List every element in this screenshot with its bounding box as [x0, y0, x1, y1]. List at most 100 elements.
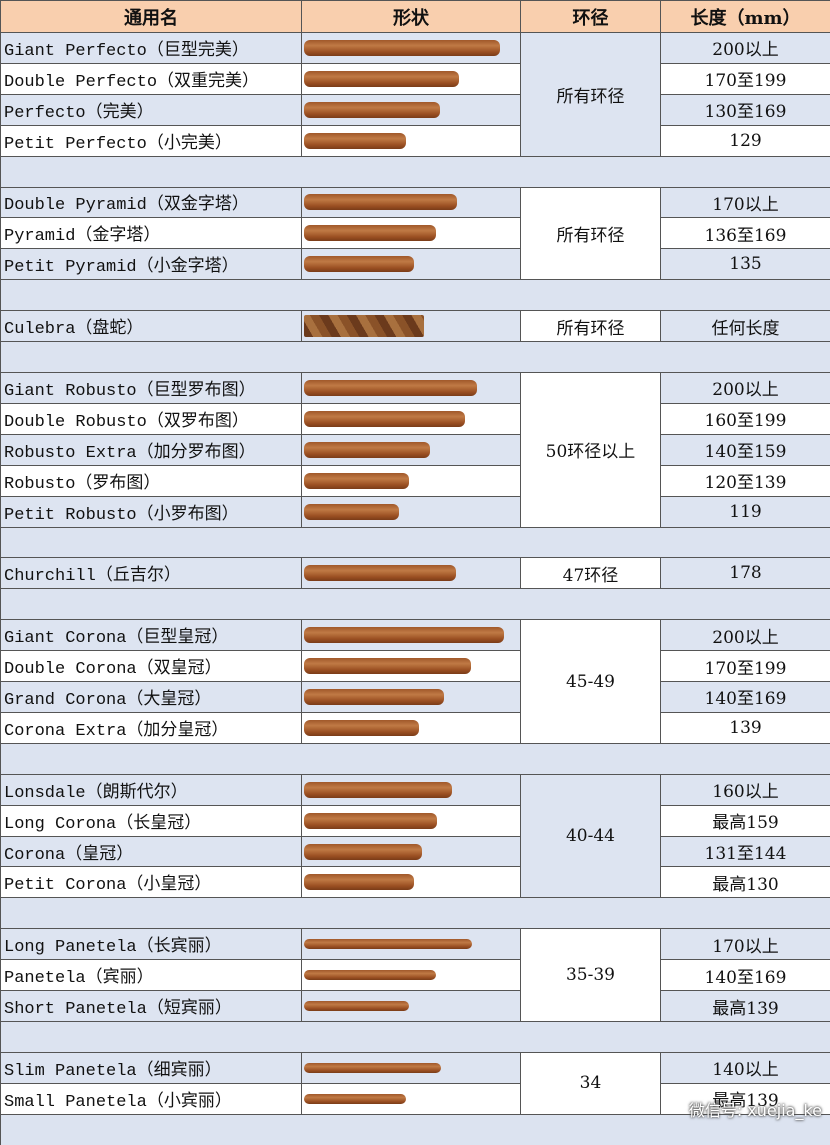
- length-cell: 任何长度: [660, 310, 830, 343]
- spacer-cell: [0, 742, 830, 775]
- ring-cell: 47环径: [520, 557, 661, 590]
- cigar-image: [304, 1093, 406, 1104]
- table-row: Robusto Extra（加分罗布图） 140至159: [0, 433, 830, 466]
- table-row: Robusto（罗布图） 120至139: [0, 464, 830, 497]
- length-cell: 136至169: [660, 217, 830, 250]
- table-row: Giant Corona（巨型皇冠） 45-49 200以上: [0, 619, 830, 744]
- length-cell: 130至169: [660, 93, 830, 126]
- ring-cell: 所有环径: [520, 310, 661, 343]
- shape-cell: [301, 464, 521, 497]
- spacer-cell: [0, 155, 830, 188]
- shape-cell: [301, 217, 521, 250]
- spacer-row: [0, 279, 830, 312]
- length-cell: 140至159: [660, 433, 830, 466]
- table-row: Corona（皇冠） 131至144: [0, 835, 830, 868]
- name-cell: Petit Robusto（小罗布图）: [0, 495, 302, 528]
- name-cell: Long Panetela（长宾丽）: [0, 928, 302, 961]
- spacer-row: [0, 742, 830, 775]
- length-cell: 119: [660, 495, 830, 528]
- shape-cell: [301, 835, 521, 868]
- name-cell: Long Corona（长皇冠）: [0, 804, 302, 837]
- cigar-image: [304, 1001, 409, 1012]
- name-cell: Petit Pyramid（小金字塔）: [0, 248, 302, 281]
- length-cell: 140至169: [660, 681, 830, 713]
- cigar-image: [304, 565, 456, 582]
- header-row: 通用名 形状 环径 长度（mm）: [0, 0, 830, 33]
- spacer-row: [0, 341, 830, 373]
- name-cell: Giant Corona（巨型皇冠）: [0, 619, 302, 652]
- name-cell: Grand Corona（大皇冠）: [0, 681, 302, 713]
- header-cell: 环径: [520, 0, 661, 33]
- name-cell: Double Corona（双皇冠）: [0, 650, 302, 683]
- name-cell: Panetela（宾丽）: [0, 959, 302, 992]
- shape-cell: [301, 804, 521, 837]
- name-cell: Petit Perfecto（小完美）: [0, 124, 302, 157]
- table-row: Panetela（宾丽） 140至169: [0, 959, 830, 992]
- length-cell: 170至199: [660, 650, 830, 683]
- spacer-row: [0, 1021, 830, 1053]
- length-cell: 129: [660, 124, 830, 157]
- shape-cell: [301, 557, 521, 590]
- shape-cell: [301, 681, 521, 713]
- length-cell: 170以上: [660, 928, 830, 961]
- shape-cell: [301, 619, 521, 652]
- shape-cell: [301, 1082, 521, 1115]
- table-row: Pyramid（金字塔） 136至169: [0, 217, 830, 250]
- table-row: Petit Pyramid（小金字塔） 135: [0, 248, 830, 281]
- spacer-row: [0, 588, 830, 621]
- name-cell: Small Panetela（小宾丽）: [0, 1082, 302, 1115]
- cigar-image: [304, 503, 399, 520]
- cigar-image: [304, 781, 452, 798]
- spacer-row: [0, 526, 830, 559]
- spacer-row: [0, 1113, 830, 1145]
- spacer-cell: [0, 588, 830, 621]
- ring-cell: 50环径以上: [520, 371, 661, 528]
- spacer-row: [0, 897, 830, 930]
- table-row: Corona Extra（加分皇冠） 139: [0, 711, 830, 744]
- table-row: Small Panetela（小宾丽） 最高139: [0, 1082, 830, 1115]
- shape-cell: [301, 959, 521, 992]
- cigar-image: [304, 70, 459, 87]
- name-cell: Petit Corona（小皇冠）: [0, 866, 302, 899]
- shape-cell: [301, 124, 521, 157]
- table-row: Double Robusto（双罗布图） 160至199: [0, 402, 830, 435]
- length-cell: 最高139: [660, 1082, 830, 1115]
- ring-cell: 35-39: [520, 928, 661, 1022]
- shape-cell: [301, 773, 521, 806]
- shape-cell: [301, 866, 521, 899]
- name-cell: Giant Perfecto（巨型完美）: [0, 32, 302, 64]
- cigar-image: [304, 472, 409, 489]
- shape-cell: [301, 93, 521, 126]
- length-cell: 最高139: [660, 990, 830, 1022]
- cigar-image: [304, 939, 472, 950]
- table-row: Lonsdale（朗斯代尔） 40-44 160以上: [0, 773, 830, 899]
- cigar-image: [304, 256, 414, 273]
- name-cell: Double Robusto（双罗布图）: [0, 402, 302, 435]
- header-cell: 通用名: [0, 0, 302, 33]
- length-cell: 最高130: [660, 866, 830, 899]
- table-row: Culebra（盘蛇） 所有环径 任何长度: [0, 310, 830, 343]
- shape-cell: [301, 186, 521, 219]
- spacer-cell: [0, 526, 830, 559]
- length-cell: 135: [660, 248, 830, 281]
- length-cell: 140以上: [660, 1051, 830, 1084]
- length-cell: 最高159: [660, 804, 830, 837]
- watermark: 微信号: xuejia_ke: [688, 1101, 822, 1120]
- shape-cell: [301, 495, 521, 528]
- length-cell: 200以上: [660, 32, 830, 64]
- cigar-image: [304, 627, 504, 644]
- header-cell: 形状: [301, 0, 521, 33]
- table-row: Churchill（丘吉尔） 47环径 178: [0, 557, 830, 590]
- cigar-image: [304, 315, 424, 338]
- table-row: Double Pyramid（双金字塔） 所有环径 170以上: [0, 186, 830, 281]
- spacer-cell: [0, 279, 830, 312]
- shape-cell: [301, 990, 521, 1022]
- ring-cell: 所有环径: [520, 186, 661, 281]
- cigar-image: [304, 812, 437, 829]
- header-cell: 长度（mm）: [660, 0, 830, 33]
- cigar-image: [304, 194, 457, 211]
- spacer-row: [0, 155, 830, 188]
- table-row: Slim Panetela（细宾丽） 34 140以上: [0, 1051, 830, 1115]
- shape-cell: [301, 650, 521, 683]
